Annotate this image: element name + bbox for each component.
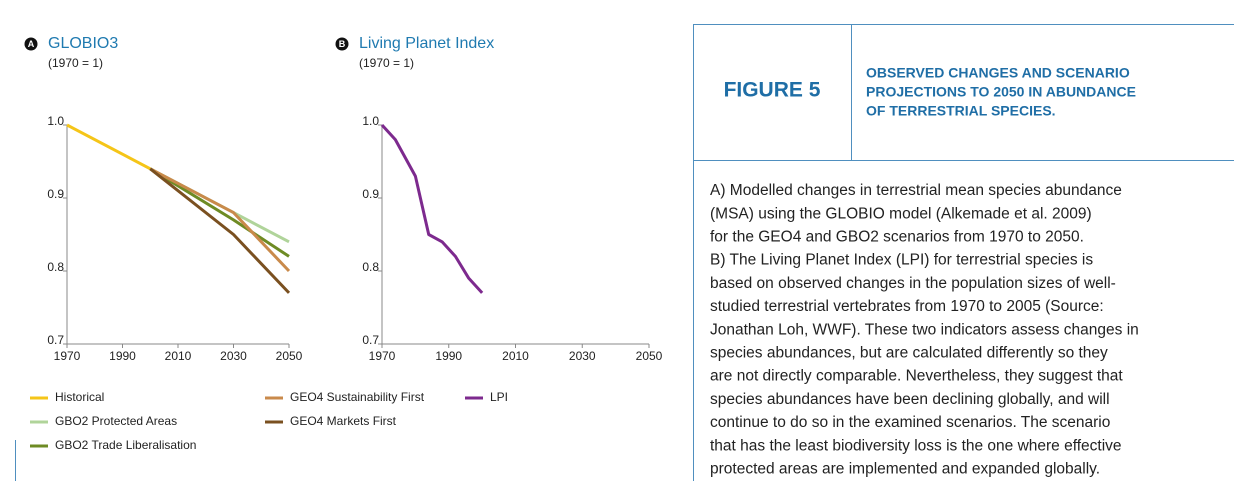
panel-marker-letter: B <box>339 39 346 49</box>
y-tick-label: 1.0 <box>362 114 379 128</box>
x-tick-label: 1970 <box>54 349 81 363</box>
caption-line: for the GEO4 and GBO2 scenarios from 197… <box>710 228 1084 245</box>
legend-label: LPI <box>490 390 508 404</box>
y-tick-label: 0.9 <box>362 187 379 201</box>
x-tick-label: 2050 <box>636 349 663 363</box>
panel-marker-letter: A <box>28 39 35 49</box>
chart-title: GLOBIO3 <box>48 35 118 52</box>
caption-line: studied terrestrial vertebrates from 197… <box>710 298 1104 315</box>
y-tick-label: 0.7 <box>362 333 379 347</box>
panel-marker <box>24 37 38 51</box>
figure-title: OF TERRESTRIAL SPECIES. <box>866 103 1056 119</box>
x-tick-label: 2030 <box>569 349 596 363</box>
series-line <box>149 167 291 294</box>
x-tick-label: 2010 <box>502 349 529 363</box>
figure-title: PROJECTIONS TO 2050 IN ABUNDANCE <box>866 84 1136 100</box>
caption-line: A) Modelled changes in terrestrial mean … <box>710 182 1122 199</box>
x-tick-label: 2010 <box>165 349 192 363</box>
caption-line: based on observed changes in the populat… <box>710 275 1116 292</box>
x-tick-label: 2050 <box>276 349 303 363</box>
x-tick-label: 1990 <box>109 349 136 363</box>
y-tick-label: 0.7 <box>47 333 64 347</box>
caption-line: are not directly comparable. Nevertheles… <box>710 368 1123 385</box>
x-tick-label: 1990 <box>435 349 462 363</box>
caption-line: continue to do so in the examined scenar… <box>710 414 1110 431</box>
panel-marker <box>335 37 349 51</box>
caption-line: Jonathan Loh, WWF). These two indicators… <box>710 321 1139 338</box>
legend-label: GEO4 Markets First <box>290 414 397 428</box>
figure-title: OBSERVED CHANGES AND SCENARIO <box>866 65 1130 81</box>
chart-subtitle: (1970 = 1) <box>359 56 414 70</box>
legend-label: GBO2 Protected Areas <box>55 414 177 428</box>
caption-line: (MSA) using the GLOBIO model (Alkemade e… <box>710 205 1092 222</box>
caption-line: B) The Living Planet Index (LPI) for ter… <box>710 252 1093 269</box>
x-tick-label: 1970 <box>369 349 396 363</box>
chart-subtitle: (1970 = 1) <box>48 56 103 70</box>
legend-label: GBO2 Trade Liberalisation <box>55 438 196 452</box>
caption-line: species abundances, but are calculated d… <box>710 344 1108 361</box>
chart-title: Living Planet Index <box>359 35 494 52</box>
caption-line: that has the least biodiversity loss is … <box>710 437 1122 454</box>
y-tick-label: 1.0 <box>47 114 64 128</box>
series-line <box>149 167 290 258</box>
x-tick-label: 2030 <box>220 349 247 363</box>
y-tick-label: 0.8 <box>47 260 64 274</box>
caption-line: species abundances have been declining g… <box>710 391 1110 408</box>
y-tick-label: 0.9 <box>47 187 64 201</box>
caption-line: protected areas are implemented and expa… <box>710 460 1100 477</box>
legend-label: GEO4 Sustainability First <box>290 390 425 404</box>
series-line <box>66 123 151 171</box>
legend-label: Historical <box>55 390 104 404</box>
figure-label: FIGURE 5 <box>724 79 821 102</box>
series-line <box>380 123 484 294</box>
y-tick-label: 0.8 <box>362 260 379 274</box>
series-line <box>149 167 291 273</box>
